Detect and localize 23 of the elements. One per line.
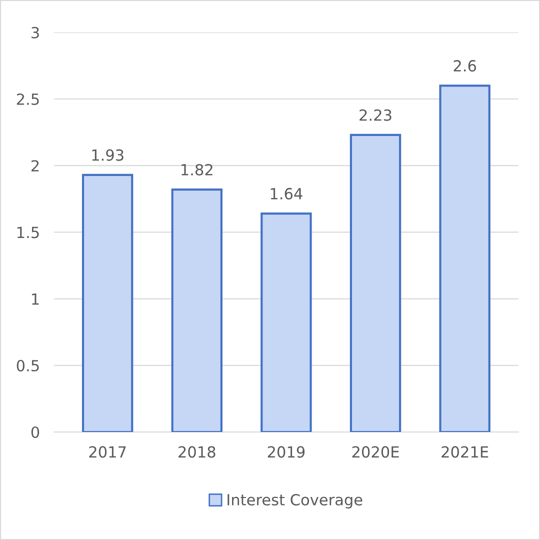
x-tick-label: 2017 [89, 446, 126, 458]
y-tick-label: 3 [32, 26, 39, 38]
data-label: 2.6 [454, 60, 476, 72]
legend-label: Interest Coverage [228, 494, 362, 508]
y-tick-label: 0.5 [16, 360, 39, 372]
y-tick-label: 2 [32, 160, 39, 172]
x-tick-label: 2018 [178, 446, 216, 458]
y-tick-label: 2.5 [16, 93, 39, 106]
x-tick-label: 2020E [352, 446, 399, 458]
data-label: 1.64 [270, 188, 302, 200]
data-label: 2.23 [360, 109, 392, 121]
x-tick-label: 2019 [268, 446, 305, 458]
bar [439, 84, 490, 432]
bar [82, 174, 134, 432]
x-tick-label: 2021E [442, 446, 488, 458]
data-label: 1.93 [92, 149, 124, 161]
y-tick-label: 1.5 [17, 226, 39, 238]
y-tick-label: 0 [31, 426, 40, 438]
bar [260, 212, 312, 432]
bar [350, 134, 402, 432]
data-label: 1.82 [182, 164, 212, 176]
bar [171, 188, 222, 432]
y-tick-label: 1 [32, 293, 39, 305]
